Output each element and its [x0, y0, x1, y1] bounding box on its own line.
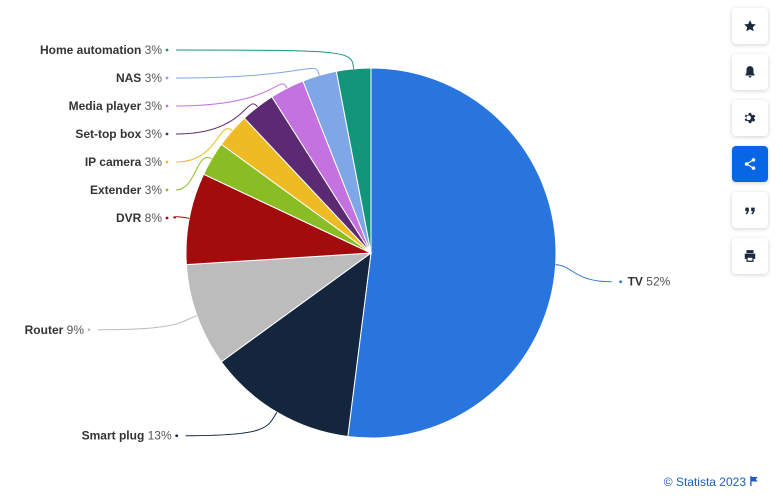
connector-ip-camera [175, 128, 233, 163]
slice-label-home-automation: Home automation 3% [40, 43, 162, 57]
label-dot-dvr [165, 216, 169, 220]
quote-icon [743, 203, 757, 217]
gear-icon [743, 111, 757, 125]
label-connectors [98, 49, 612, 437]
cite-button[interactable] [732, 192, 768, 228]
slice-tv[interactable] [347, 67, 557, 439]
connector-media-player [175, 83, 288, 107]
label-dot-ip-camera [165, 160, 169, 164]
slice-router[interactable] [185, 252, 373, 363]
flag-icon [750, 475, 759, 489]
print-icon [743, 249, 757, 263]
settings-button[interactable] [732, 100, 768, 136]
notification-button[interactable] [732, 54, 768, 90]
label-dot-nas [165, 76, 169, 80]
label-dot-smart-plug [175, 434, 179, 438]
connector-home-automation [175, 49, 355, 69]
label-dot-router [87, 328, 91, 332]
label-dot-home-automation [165, 48, 169, 52]
credit-text: © Statista 2023 [663, 475, 746, 489]
slice-labels: TV 52% Smart plug 13% Router 9% DVR 8% Exten… [25, 43, 671, 443]
favorite-button[interactable] [732, 8, 768, 44]
connector-router [98, 315, 198, 331]
slice-label-router: Router 9% [25, 323, 85, 337]
connector-extender [175, 156, 213, 191]
slice-label-set-top-box: Set-top box 3% [75, 127, 162, 141]
share-button[interactable] [732, 146, 768, 182]
star-icon [743, 19, 757, 33]
print-button[interactable] [732, 238, 768, 274]
statista-credit[interactable]: © Statista 2023 [664, 475, 759, 489]
label-dot-extender [165, 188, 169, 192]
slice-label-tv: TV 52% [628, 275, 671, 289]
bell-icon [743, 65, 757, 79]
connector-nas [175, 67, 320, 79]
slice-label-extender: Extender 3% [90, 183, 162, 197]
connector-smart-plug [185, 411, 278, 437]
slice-label-media-player: Media player 3% [69, 99, 163, 113]
pie-slices [185, 67, 557, 439]
slice-label-smart-plug: Smart plug 13% [82, 429, 172, 443]
slice-label-nas: NAS 3% [116, 71, 162, 85]
connector-set-top-box [175, 103, 259, 135]
slice-label-ip-camera: IP camera 3% [85, 155, 163, 169]
label-dot-media-player [165, 104, 169, 108]
label-dot-tv [619, 280, 622, 284]
slice-dvr[interactable] [185, 173, 372, 266]
slice-smart-plug[interactable] [220, 251, 372, 438]
label-dot-set-top-box [165, 132, 169, 136]
share-icon [743, 157, 757, 171]
connector-dvr [173, 216, 190, 219]
connector-tv [555, 264, 612, 283]
chart-toolbar [732, 8, 770, 284]
slice-label-dvr: DVR 8% [116, 211, 162, 225]
